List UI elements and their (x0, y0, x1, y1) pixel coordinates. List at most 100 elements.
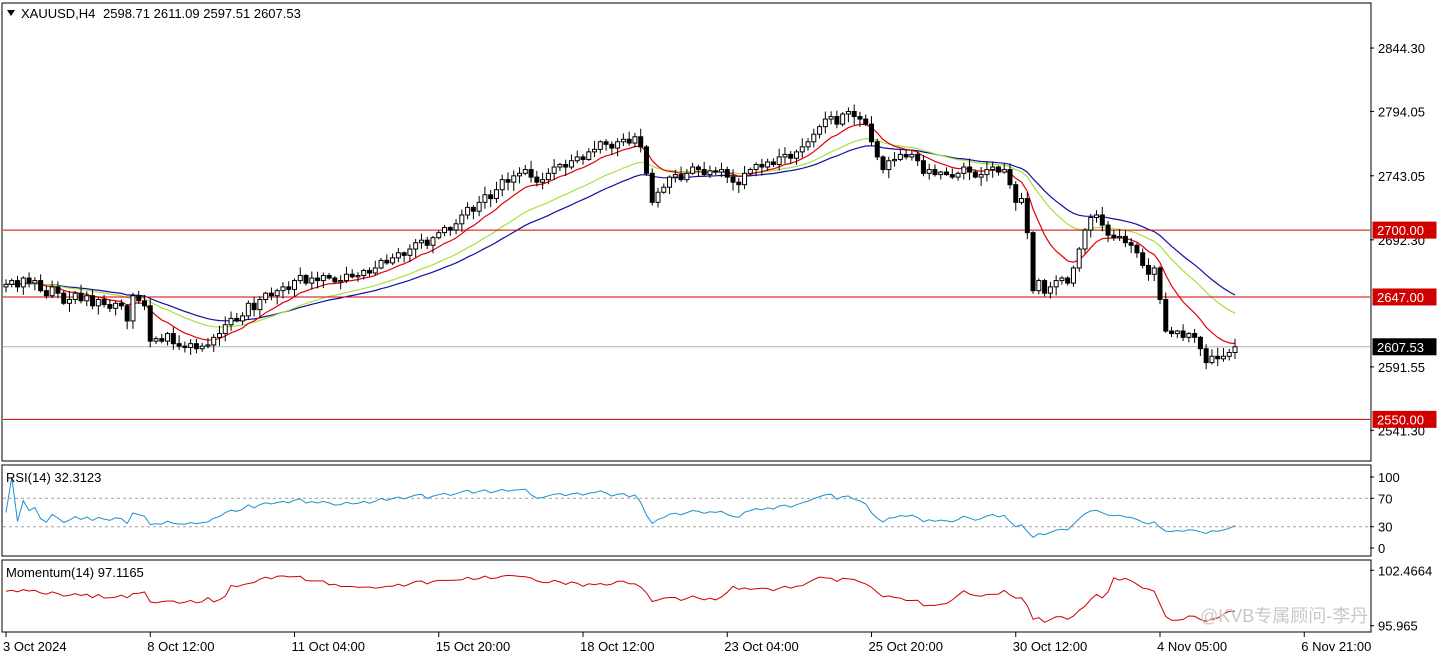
candle (626, 131, 632, 146)
candle-body (84, 295, 90, 302)
candle (1186, 332, 1192, 343)
candle (869, 116, 874, 146)
candle (926, 163, 932, 180)
candle (574, 150, 580, 164)
candle (465, 202, 471, 220)
candle-body (1128, 242, 1134, 246)
candle (107, 299, 113, 313)
candle (315, 271, 321, 289)
candle (141, 294, 147, 311)
price-tick-label: 2844.30 (1378, 41, 1425, 56)
candle (684, 169, 690, 183)
candle-body (320, 275, 326, 282)
momentum-axis: 102.4664 95.965 (1370, 563, 1432, 634)
candle-body (805, 141, 811, 148)
candle-body (118, 302, 124, 307)
candle-body (1134, 244, 1140, 254)
ma-slow-line (5, 145, 1236, 322)
candle (822, 111, 828, 134)
candle (1105, 221, 1111, 243)
candle-body (159, 338, 165, 342)
candle-body (130, 295, 136, 322)
rsi-tick-label: 0 (1378, 541, 1385, 556)
candle (470, 205, 476, 220)
candle (147, 298, 153, 348)
candle-body (938, 171, 944, 176)
candle-body (292, 280, 297, 290)
time-tick-label: 30 Oct 12:00 (1013, 639, 1087, 654)
candle-body (424, 239, 430, 246)
candle (1117, 229, 1123, 241)
candle-body (228, 317, 234, 326)
candle (1122, 230, 1128, 248)
candle (15, 275, 21, 292)
candle-body (49, 286, 55, 297)
candle-body (1169, 330, 1175, 335)
candle (38, 274, 44, 293)
candle (228, 311, 234, 331)
candle (205, 338, 211, 349)
candle-body (136, 295, 142, 302)
candle (199, 342, 205, 352)
candle (413, 238, 419, 258)
candle (863, 114, 869, 127)
collapse-triangle-icon[interactable] (7, 10, 15, 16)
candle (384, 254, 390, 265)
candle (978, 166, 984, 186)
candle-body (1019, 198, 1025, 203)
candle-body (378, 259, 384, 269)
candle-body (61, 292, 67, 304)
rsi-panel-frame (1, 464, 1372, 557)
candle (620, 133, 626, 147)
level-badge-0-box (1372, 221, 1437, 239)
candle-body (101, 299, 107, 306)
candle (638, 128, 644, 153)
candle-body (949, 174, 955, 178)
candle-body (188, 343, 194, 348)
candle (286, 281, 292, 295)
candle-body (9, 280, 15, 285)
candle (1024, 192, 1030, 240)
candle-body (418, 239, 424, 244)
candle (505, 172, 511, 191)
price-panel: 2844.302794.052743.052692.302591.552541.… (1, 2, 1437, 462)
candle (418, 233, 424, 249)
candle (545, 168, 551, 185)
candle-body (1209, 355, 1215, 364)
candle (713, 166, 719, 176)
candle (990, 161, 996, 178)
time-tick-label: 15 Oct 20:00 (436, 639, 510, 654)
candle-body (32, 280, 38, 284)
time-tick-label: 25 Oct 20:00 (869, 639, 943, 654)
momentum-title: Momentum(14) 97.1165 (6, 565, 144, 580)
price-axis: 2844.302794.052743.052692.302591.552541.… (1370, 41, 1437, 438)
candle-body (586, 151, 592, 160)
candle-body (20, 277, 26, 288)
candle (1082, 228, 1088, 254)
candle (61, 290, 67, 305)
candle (944, 167, 950, 176)
candle-body (690, 166, 696, 174)
candle-body (1180, 330, 1186, 338)
candle-body (603, 141, 609, 145)
candle-body (972, 171, 978, 178)
candle (661, 183, 667, 194)
momentum-panel-frame (1, 559, 1372, 633)
candle (257, 296, 263, 319)
candle-body (955, 172, 961, 178)
candle-body (274, 290, 280, 297)
candle (1059, 276, 1065, 285)
candle (747, 167, 753, 177)
candle-body (707, 170, 713, 176)
candle (1169, 326, 1175, 337)
candle (528, 160, 534, 183)
candle (880, 155, 886, 174)
candle-body (372, 267, 378, 274)
price-panel-frame (1, 2, 1372, 462)
candle (407, 244, 413, 263)
candle-body (401, 252, 407, 256)
candle-body (413, 242, 419, 250)
candle (95, 296, 101, 315)
candle-body (1157, 267, 1163, 301)
candle-body (205, 344, 211, 347)
